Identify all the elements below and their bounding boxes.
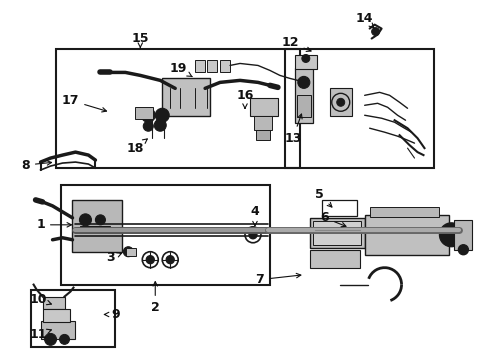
Bar — [250, 98, 278, 116]
Text: 10: 10 — [30, 293, 51, 306]
Bar — [55, 49, 300, 168]
Bar — [207, 60, 217, 72]
Circle shape — [440, 223, 464, 247]
Circle shape — [79, 214, 92, 226]
Text: 4: 4 — [250, 205, 259, 226]
Text: 13: 13 — [284, 114, 302, 145]
Bar — [30, 289, 115, 347]
Bar — [135, 107, 153, 119]
Text: 12: 12 — [281, 36, 311, 51]
Text: 2: 2 — [151, 282, 160, 314]
Text: 7: 7 — [256, 273, 301, 286]
Circle shape — [302, 54, 310, 62]
Bar — [73, 200, 122, 252]
Bar — [297, 95, 311, 117]
Text: 15: 15 — [131, 32, 149, 48]
Bar — [369, 207, 440, 217]
Text: 11: 11 — [30, 328, 51, 341]
Bar — [295, 55, 317, 69]
Text: 18: 18 — [126, 139, 147, 155]
Circle shape — [337, 98, 345, 106]
Bar — [61, 185, 270, 285]
Circle shape — [458, 245, 468, 255]
Text: 14: 14 — [356, 12, 374, 28]
Text: 6: 6 — [320, 211, 346, 227]
Circle shape — [147, 256, 154, 264]
Text: 19: 19 — [170, 62, 192, 77]
Bar — [322, 200, 357, 216]
Text: 3: 3 — [106, 251, 122, 264]
Bar — [162, 78, 210, 116]
Text: 9: 9 — [104, 308, 120, 321]
Circle shape — [154, 119, 166, 131]
Bar — [310, 250, 360, 268]
Bar — [310, 218, 365, 248]
Circle shape — [249, 231, 257, 239]
Circle shape — [141, 108, 155, 122]
Text: 8: 8 — [21, 158, 51, 172]
Circle shape — [45, 333, 56, 345]
Bar — [365, 215, 449, 255]
Circle shape — [123, 247, 133, 257]
Bar — [330, 88, 352, 116]
Bar — [454, 220, 472, 250]
Text: 17: 17 — [62, 94, 106, 112]
Bar — [256, 130, 270, 140]
Circle shape — [298, 76, 310, 88]
Bar — [195, 60, 205, 72]
Bar — [41, 321, 75, 339]
Circle shape — [155, 108, 169, 122]
Circle shape — [166, 256, 174, 264]
Circle shape — [59, 334, 70, 345]
Bar — [295, 68, 313, 123]
Text: 1: 1 — [36, 218, 72, 231]
Bar — [254, 116, 272, 130]
Bar — [220, 60, 230, 72]
Circle shape — [96, 215, 105, 225]
Bar — [313, 221, 361, 245]
Text: 5: 5 — [316, 188, 332, 207]
Text: 16: 16 — [236, 89, 254, 108]
Bar — [43, 309, 71, 323]
Bar — [43, 297, 65, 309]
Circle shape — [143, 121, 153, 131]
Bar — [126, 248, 136, 256]
Bar — [285, 49, 435, 168]
Circle shape — [371, 28, 380, 36]
